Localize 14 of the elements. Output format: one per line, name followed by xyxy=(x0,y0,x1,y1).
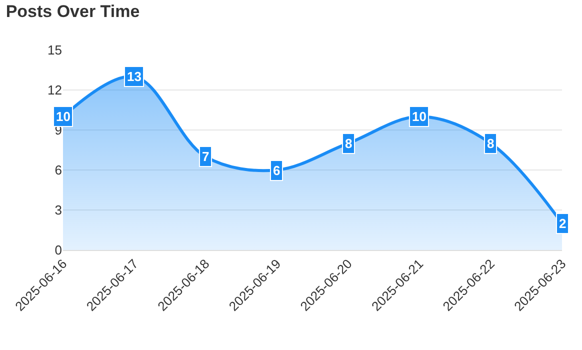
data-label: 6 xyxy=(273,163,280,178)
data-label: 13 xyxy=(127,69,142,84)
y-tick-label: 0 xyxy=(54,242,62,258)
data-label: 2 xyxy=(559,216,566,231)
y-tick-label: 6 xyxy=(54,162,62,178)
data-label: 7 xyxy=(202,149,210,164)
data-label: 10 xyxy=(412,109,426,124)
y-tick-label: 3 xyxy=(54,202,62,218)
data-label: 10 xyxy=(56,109,70,124)
data-label: 8 xyxy=(345,136,352,151)
y-tick-label: 15 xyxy=(48,42,62,58)
data-label: 8 xyxy=(487,136,494,151)
chart-title: Posts Over Time xyxy=(6,2,140,22)
y-tick-label: 12 xyxy=(48,82,62,98)
